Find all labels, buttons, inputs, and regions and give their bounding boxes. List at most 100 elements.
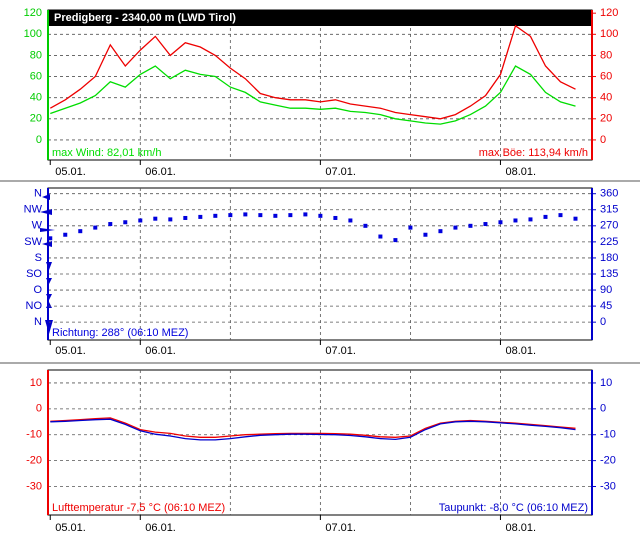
legend-label: max Böe: 113,94 km/h [479,147,588,159]
x-tick-label: 05.01. [55,522,86,534]
point [363,223,368,228]
y-tick-label: SW [24,236,42,248]
point [303,212,308,217]
x-tick-label: 05.01. [55,166,86,178]
y2-tick-label: 225 [600,236,618,248]
y2-tick-label: 45 [600,300,612,312]
y2-tick-label: 0 [600,134,606,146]
y-tick-label: S [35,252,42,264]
x-tick-label: 07.01. [325,166,356,178]
y-tick-label: NW [24,204,43,216]
point [243,212,248,217]
chart-title: Predigberg - 2340,00 m (LWD Tirol) [54,12,236,24]
y2-tick-label: 0 [600,316,606,328]
y2-tick-label: 120 [600,7,618,19]
x-tick-label: 06.01. [145,522,176,534]
point [333,215,338,220]
point [273,213,278,218]
point [558,213,563,218]
x-tick-label: 08.01. [505,345,536,357]
y2-tick-label: 40 [600,92,612,104]
y2-tick-label: -20 [600,455,616,467]
y2-tick-label: 360 [600,188,618,200]
x-tick-label: 06.01. [145,345,176,357]
point [408,225,413,230]
x-tick-label: 05.01. [55,345,86,357]
y2-tick-label: -30 [600,480,616,492]
point [393,238,398,243]
y-tick-label: 20 [30,113,42,125]
y-tick-label: 60 [30,70,42,82]
y-tick-label: W [32,220,43,232]
y-tick-label: N [34,188,42,200]
point [378,234,383,239]
legend-label: Taupunkt: -8,0 °C (06:10 MEZ) [439,502,588,514]
x-tick-label: 08.01. [505,166,536,178]
point [513,218,518,223]
point [48,236,53,241]
point [228,213,233,218]
y-tick-label: SO [26,268,42,280]
point [198,214,203,219]
y-tick-label: N [34,316,42,328]
point [468,223,473,228]
point [213,213,218,218]
title-bar [49,10,591,26]
x-tick-label: 07.01. [325,345,356,357]
point [78,229,83,234]
point [348,218,353,223]
point [528,217,533,222]
y2-tick-label: 20 [600,113,612,125]
x-tick-label: 08.01. [505,522,536,534]
point [318,213,323,218]
y2-tick-label: 315 [600,204,618,216]
y2-tick-label: -10 [600,429,616,441]
series-line [49,24,576,120]
legend-label: Richtung: 288° (06:10 MEZ) [52,327,188,339]
point [288,213,293,218]
y-tick-label: -10 [26,429,42,441]
y-tick-label: O [33,284,42,296]
y2-tick-label: 60 [600,70,612,82]
y-tick-label: 0 [36,134,42,146]
series-line [50,65,576,125]
y2-tick-label: 0 [600,403,606,415]
y-tick-label: 120 [24,7,42,19]
point [423,232,428,237]
legend-label: max Wind: 82,01 km/h [52,147,161,159]
y-tick-label: NO [26,300,43,312]
point [453,225,458,230]
point [123,220,128,225]
y2-tick-label: 100 [600,28,618,40]
y2-tick-label: 90 [600,284,612,296]
legend-label: Lufttemperatur -7,5 °C (06:10 MEZ) [52,502,225,514]
point [183,215,188,220]
point [543,214,548,219]
point [438,229,443,234]
point [498,220,503,225]
x-tick-label: 06.01. [145,166,176,178]
y-tick-label: 100 [24,28,42,40]
y2-tick-label: 270 [600,220,618,232]
y2-tick-label: 10 [600,377,612,389]
y-tick-label: 80 [30,49,42,61]
y2-tick-label: 180 [600,252,618,264]
point [573,216,578,221]
y-tick-label: -30 [26,480,42,492]
point [63,232,68,237]
point [168,217,173,222]
y-tick-label: 40 [30,92,42,104]
series-line [50,418,576,441]
point [108,222,113,227]
point [258,213,263,218]
y2-tick-label: 135 [600,268,618,280]
y-tick-label: -20 [26,455,42,467]
point [138,218,143,223]
point [93,225,98,230]
point [483,222,488,227]
y2-tick-label: 80 [600,49,612,61]
y-tick-label: 0 [36,403,42,415]
point [153,216,158,221]
